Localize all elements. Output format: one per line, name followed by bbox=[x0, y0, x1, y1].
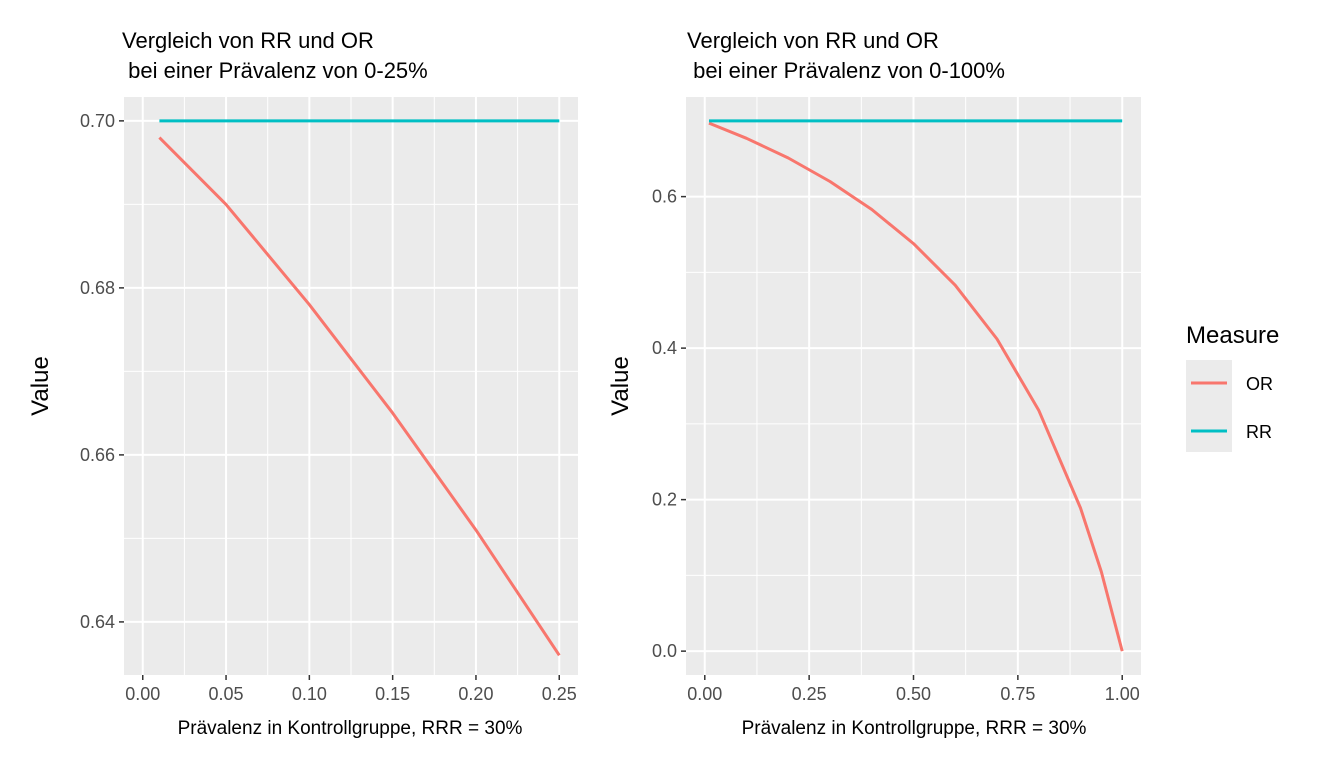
panel-1-x-axis-label: Prävalenz in Kontrollgruppe, RRR = 30% bbox=[178, 718, 523, 739]
panel-2-y-tick-label: 0.0 bbox=[652, 641, 677, 661]
panel-2-y-tick-label: 0.4 bbox=[652, 338, 677, 358]
panel-2-x-tick-label: 1.00 bbox=[1105, 684, 1140, 704]
panel-1-y-tick-label: 0.66 bbox=[80, 445, 115, 465]
panel-2-x-tick-label: 0.50 bbox=[896, 684, 931, 704]
panel-1-series-or-line bbox=[158, 136, 561, 657]
panel-2-plot-area: 0.00 0.25 0.50 0.75 1.00 0.0 0.2 0.4 0.6 bbox=[652, 97, 1141, 704]
panel-1-y-tick-label: 0.68 bbox=[80, 278, 115, 298]
legend: Measure OR RR bbox=[1186, 322, 1279, 452]
panel-1-title-line-1: Vergleich von RR und OR bbox=[122, 28, 374, 53]
panel-1-title-line-2: bei einer Prävalenz von 0-25% bbox=[122, 58, 428, 83]
legend-label-rr: RR bbox=[1246, 422, 1272, 442]
panel-1-x-tick-label: 0.20 bbox=[458, 684, 493, 704]
panel-2-title-line-2: bei einer Prävalenz von 0-100% bbox=[687, 58, 1005, 83]
legend-title: Measure bbox=[1186, 322, 1279, 349]
panel-1-x-tick-label: 0.00 bbox=[125, 684, 160, 704]
panel-1-plot-area: 0.00 0.05 0.10 0.15 0.20 0.25 0.64 0.66 0.68 0.70 bbox=[80, 97, 578, 704]
panel-2-x-axis-label: Prävalenz in Kontrollgruppe, RRR = 30% bbox=[742, 718, 1087, 739]
panel-1-x-tick-label: 0.10 bbox=[292, 684, 327, 704]
panel-2-y-tick-label: 0.6 bbox=[652, 187, 677, 207]
panel-1-x-tick-label: 0.25 bbox=[542, 684, 577, 704]
legend-label-or: OR bbox=[1246, 374, 1273, 394]
panel-1-y-axis-label: Value bbox=[27, 356, 54, 416]
panel-2-y-tick-label: 0.2 bbox=[652, 490, 677, 510]
panel-2-x-tick-label: 0.00 bbox=[687, 684, 722, 704]
panel-1-x-tick-label: 0.05 bbox=[209, 684, 244, 704]
panel-2-title-line-1: Vergleich von RR und OR bbox=[687, 28, 939, 53]
panel-2-x-tick-label: 0.75 bbox=[1000, 684, 1035, 704]
panel-2-series-or-line bbox=[708, 121, 1124, 652]
panel-2-x-tick-label: 0.25 bbox=[792, 684, 827, 704]
panel-2-y-axis-label: Value bbox=[607, 356, 634, 416]
legend-key-rr-background bbox=[1186, 406, 1232, 452]
panel-1-x-tick-label: 0.15 bbox=[375, 684, 410, 704]
panel-1-y-tick-label: 0.64 bbox=[80, 612, 115, 632]
panel-1-y-tick-label: 0.70 bbox=[80, 111, 115, 131]
